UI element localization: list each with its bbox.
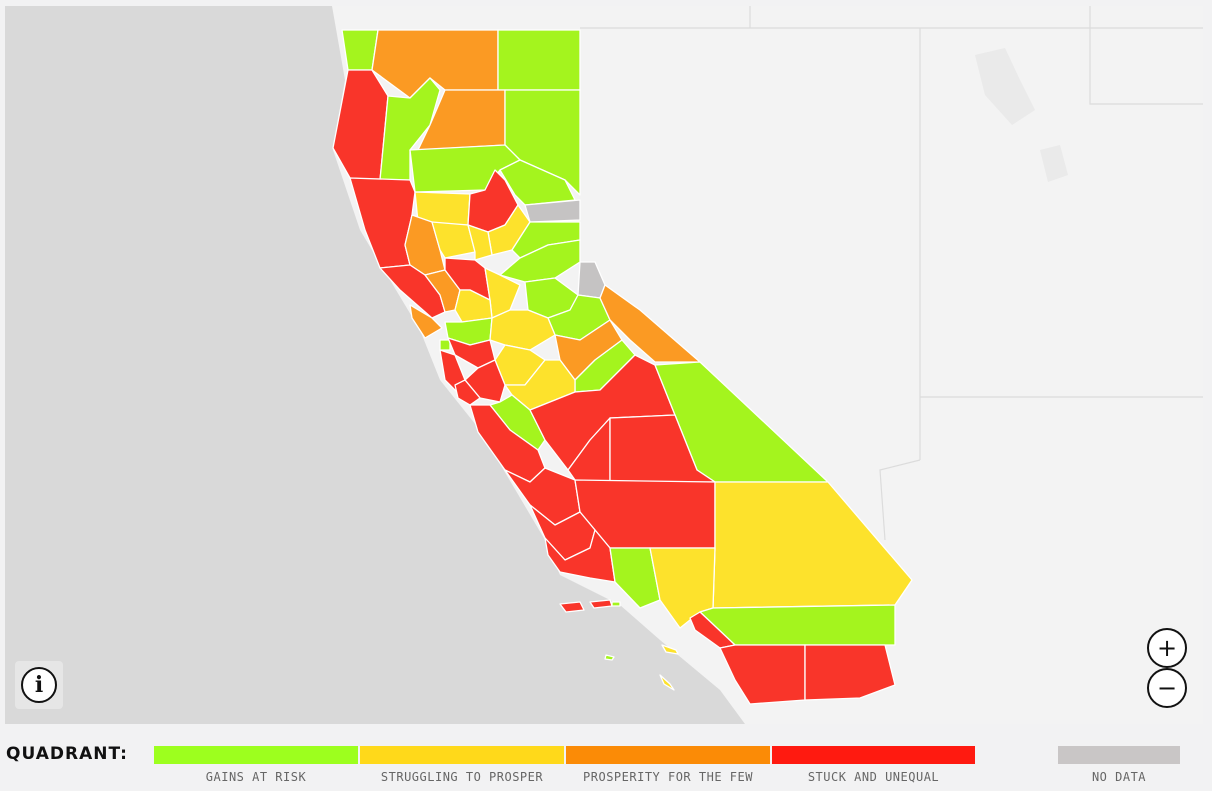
info-button[interactable]: i — [15, 661, 63, 709]
county-santa-cruz[interactable] — [454, 379, 481, 406]
county-humboldt[interactable] — [332, 69, 389, 181]
legend-title: QUADRANT: — [6, 744, 128, 764]
county-el-dorado[interactable] — [499, 239, 581, 283]
county-colusa[interactable] — [431, 221, 476, 259]
info-icon[interactable]: i — [21, 667, 57, 703]
zoom-in-button[interactable]: + — [1147, 628, 1187, 668]
island-santa-rosa[interactable] — [589, 599, 613, 609]
map[interactable] — [5, 6, 1203, 724]
county-marin[interactable] — [409, 304, 443, 339]
legend-label-stuck-and-unequal: STUCK AND UNEQUAL — [807, 770, 940, 784]
legend-label-struggling-to-prosper: STRUGGLING TO PROSPER — [380, 770, 544, 784]
legend-label-no-data: NO DATA — [1091, 770, 1147, 784]
state-borders — [580, 6, 1203, 541]
county-tulare[interactable] — [609, 414, 716, 483]
island-santa-cruz[interactable] — [559, 601, 585, 613]
county-mono[interactable] — [599, 284, 701, 363]
legend-label-prosperity-for-the-few: PROSPERITY FOR THE FEW — [583, 770, 753, 784]
island-anacapa[interactable] — [611, 601, 621, 607]
legend-label-gains-at-risk: GAINS AT RISK — [205, 770, 307, 784]
island-santa-catalina[interactable] — [661, 644, 679, 655]
zoom-out-button[interactable]: − — [1147, 668, 1187, 708]
terrain-patches — [975, 48, 1068, 182]
legend-swatch-stuck-and-unequal — [772, 746, 975, 764]
county-sierra[interactable] — [524, 199, 581, 223]
county-sutter[interactable] — [467, 224, 493, 261]
county-san-francisco[interactable] — [439, 339, 451, 351]
county-modoc[interactable] — [497, 29, 581, 91]
county-los-angeles[interactable] — [609, 547, 661, 609]
plus-icon: + — [1156, 634, 1178, 662]
legend-swatch-gains-at-risk — [154, 746, 358, 764]
island-san-nicolas[interactable] — [604, 654, 615, 661]
county-imperial[interactable] — [804, 644, 896, 701]
minus-icon: − — [1156, 674, 1178, 702]
legend-swatch-struggling-to-prosper — [360, 746, 564, 764]
island-san-clemente[interactable] — [659, 674, 675, 691]
legend-swatch-no-data — [1058, 746, 1180, 764]
legend-swatch-prosperity-for-the-few — [566, 746, 770, 764]
california-county-map[interactable] — [5, 6, 1203, 724]
